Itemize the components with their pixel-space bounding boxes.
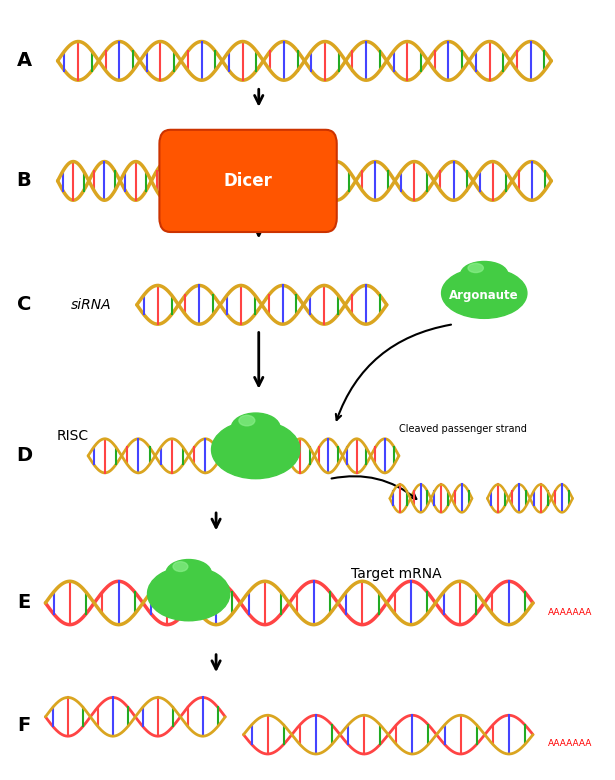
Text: E: E: [17, 594, 31, 612]
Text: Cleaved passenger strand: Cleaved passenger strand: [399, 424, 527, 434]
Ellipse shape: [148, 566, 230, 621]
Ellipse shape: [468, 264, 483, 272]
Text: Dicer: Dicer: [224, 172, 273, 190]
Ellipse shape: [212, 420, 300, 479]
Text: B: B: [17, 172, 31, 190]
Text: Target mRNA: Target mRNA: [351, 567, 441, 581]
Text: C: C: [17, 296, 31, 314]
Ellipse shape: [239, 416, 255, 426]
Ellipse shape: [173, 562, 188, 572]
Ellipse shape: [461, 261, 508, 287]
Ellipse shape: [442, 268, 527, 318]
Text: D: D: [16, 446, 32, 466]
FancyBboxPatch shape: [159, 129, 337, 232]
Text: siRNA: siRNA: [71, 298, 111, 312]
Ellipse shape: [166, 559, 212, 587]
Ellipse shape: [231, 413, 280, 442]
Text: F: F: [17, 716, 31, 736]
Text: Argonaute: Argonaute: [450, 289, 519, 302]
Text: RISC: RISC: [57, 430, 89, 444]
Text: AAAAAAA: AAAAAAA: [548, 608, 593, 617]
Text: AAAAAAA: AAAAAAA: [548, 739, 593, 749]
Text: A: A: [17, 51, 31, 70]
